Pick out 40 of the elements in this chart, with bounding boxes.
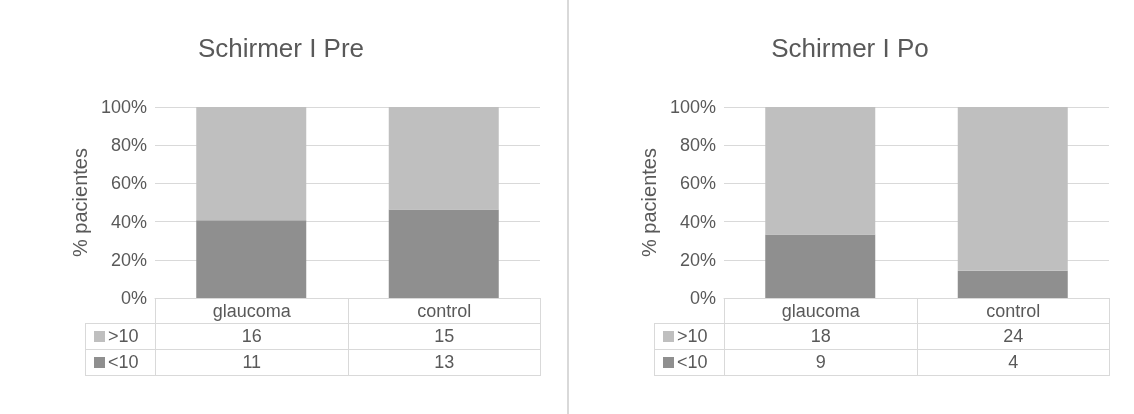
- x-tick-label: glaucoma: [155, 298, 349, 324]
- legend-label: <10: [677, 352, 708, 373]
- text: 24: [916, 323, 1110, 350]
- bar: [196, 220, 307, 298]
- bar: [957, 107, 1068, 271]
- y-tick-label: 20%: [110, 249, 147, 270]
- y-axis-title: % pacientes: [638, 148, 661, 257]
- text: 11: [155, 349, 349, 376]
- text: 15: [347, 323, 541, 350]
- text: 4: [916, 349, 1110, 376]
- y-tick-label: 100%: [669, 97, 716, 117]
- x-tick-label: control: [347, 298, 541, 324]
- text: 9: [724, 349, 918, 376]
- y-tick-label: 60%: [110, 173, 147, 194]
- y-tick-label: 80%: [679, 135, 716, 156]
- bar: [388, 209, 499, 298]
- y-tick-label: 0%: [689, 288, 716, 308]
- y-tick-label: 100%: [100, 97, 147, 117]
- legend-label: <10: [108, 352, 139, 373]
- y-tick-label: 60%: [679, 173, 716, 194]
- x-tick-label: glaucoma: [724, 298, 918, 324]
- bar: [196, 107, 307, 221]
- bar: [765, 234, 876, 298]
- y-tick-label: 0%: [120, 288, 147, 308]
- x-tick-label: control: [916, 298, 1110, 324]
- legend-label: >10: [677, 326, 708, 347]
- text: 18: [724, 323, 918, 350]
- chart-title: Schirmer I Pre: [197, 33, 365, 63]
- y-tick-label: 80%: [110, 135, 147, 156]
- y-tick-label: 40%: [110, 211, 147, 232]
- text: 13: [347, 349, 541, 376]
- text: 16: [155, 323, 349, 350]
- chart-title: Schirmer I Po: [771, 33, 929, 63]
- y-tick-label: 40%: [679, 211, 716, 232]
- bar: [957, 270, 1068, 298]
- bar: [765, 107, 876, 235]
- legend-label: >10: [108, 326, 139, 347]
- y-axis-title: % pacientes: [69, 148, 92, 257]
- y-tick-label: 20%: [679, 249, 716, 270]
- bar: [388, 107, 499, 210]
